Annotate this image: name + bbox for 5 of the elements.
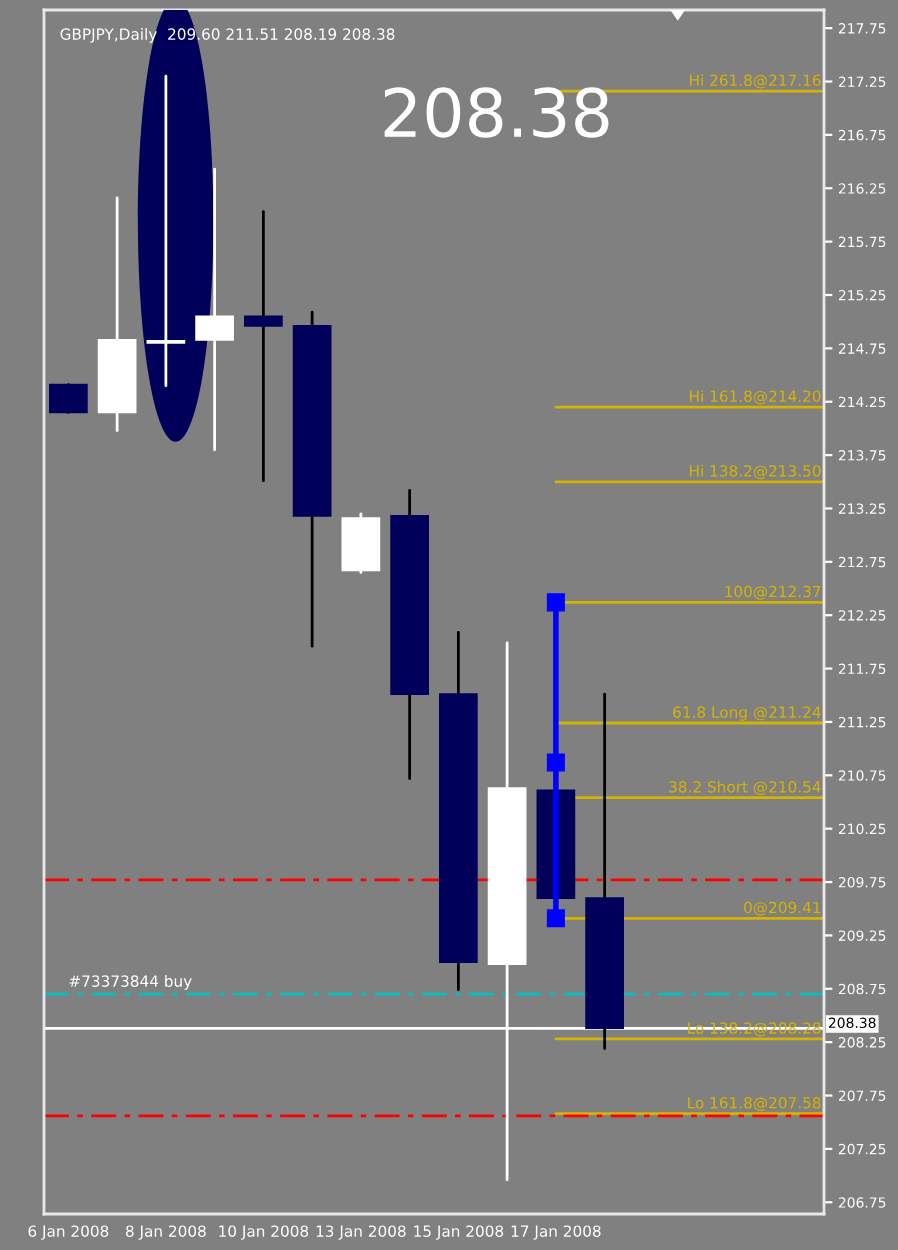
candlestick bbox=[49, 383, 88, 414]
candlestick bbox=[146, 74, 186, 388]
annotation: 208.38 bbox=[384, 87, 609, 138]
candlestick bbox=[244, 210, 283, 483]
candlestick bbox=[195, 167, 234, 452]
